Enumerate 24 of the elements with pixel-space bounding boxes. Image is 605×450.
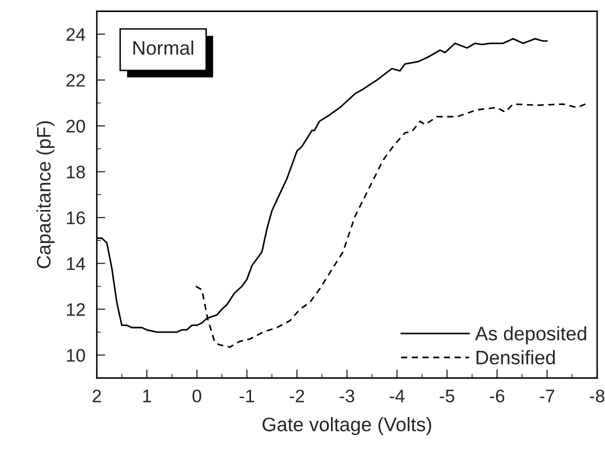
y-tick-label: 22 [66,74,85,87]
x-tick-label: -7 [540,390,554,402]
x-tick-label: 2 [92,390,101,402]
x-tick-label: 0 [192,390,202,402]
annotation: Normal [133,40,194,55]
y-tick-label: 20 [66,120,85,133]
x-tick-label: -1 [240,390,254,402]
y-tick-label: 10 [66,349,85,362]
x-tick-label: -3 [340,390,354,402]
y-tick-label: 18 [66,166,85,178]
x-axis-title: Gate voltage (Volts) [262,417,432,436]
x-tick-label: -2 [290,390,304,402]
y-tick-label: 14 [66,258,86,270]
y-axis-title: Capacitance (pF) [36,121,54,268]
y-tick-label: 12 [66,303,85,316]
y-tick-label: 16 [66,211,85,224]
legend-label: Densified [476,350,555,364]
x-tick-label: -6 [490,390,504,402]
x-tick-label: 1 [143,390,151,402]
x-tick-label: -4 [390,390,404,402]
x-tick-label: -8 [590,390,604,402]
legend-label: As deposited [475,326,586,344]
y-tick-label: 24 [66,28,86,41]
x-tick-label: -5 [440,390,454,402]
